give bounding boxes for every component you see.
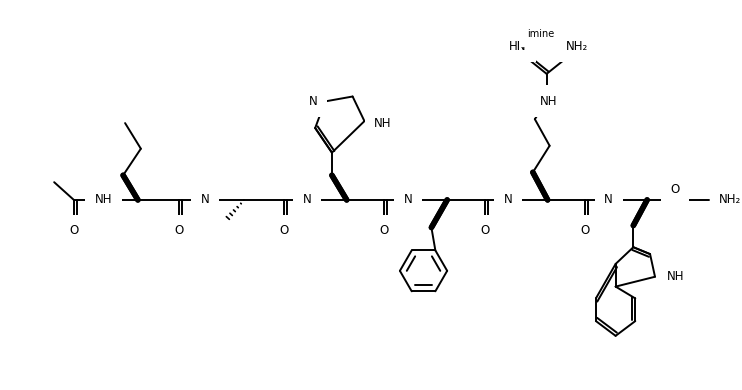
Text: N: N — [604, 193, 613, 206]
Text: H: H — [303, 185, 311, 195]
Text: NH: NH — [95, 193, 112, 206]
Text: H: H — [404, 185, 412, 195]
Text: NH: NH — [540, 95, 557, 108]
Text: H: H — [505, 185, 512, 195]
Text: H: H — [201, 185, 209, 195]
Text: N: N — [303, 193, 312, 206]
Text: O: O — [580, 224, 590, 237]
Text: N: N — [200, 193, 209, 206]
Text: O: O — [379, 224, 389, 237]
Text: NH₂: NH₂ — [719, 193, 741, 206]
Text: N: N — [404, 193, 412, 206]
Text: O: O — [279, 224, 289, 237]
Text: HN: HN — [509, 40, 527, 53]
Text: O: O — [480, 224, 489, 237]
Text: NH: NH — [667, 270, 684, 283]
Text: NH: NH — [374, 117, 392, 129]
Text: N: N — [309, 95, 317, 108]
Text: imine: imine — [527, 30, 554, 39]
Text: N: N — [504, 193, 513, 206]
Text: NH₂: NH₂ — [566, 40, 588, 53]
Text: O: O — [69, 224, 79, 237]
Text: H: H — [605, 185, 613, 195]
Text: O: O — [670, 183, 680, 196]
Text: O: O — [174, 224, 184, 237]
